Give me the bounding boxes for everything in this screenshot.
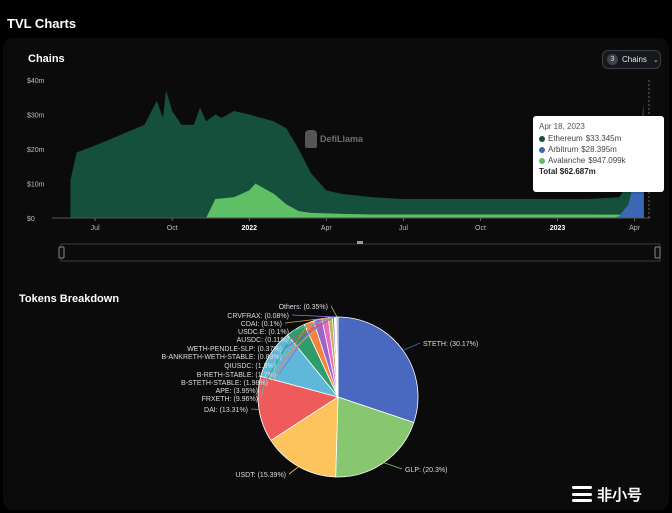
pie-slice-label: GLP: (20.3%) [405, 467, 447, 474]
tooltip-total-label: Total [539, 167, 558, 176]
pie-slice-label: FRXETH: (9.96%) [202, 396, 258, 403]
tooltip-row: Avalanche $947.099k [539, 156, 658, 165]
watermark-text: DefiLlama [320, 134, 364, 144]
pie-slice-label: B-STETH-STABLE: (1.98%) [181, 380, 268, 387]
x-tick-label: Apr [321, 225, 333, 232]
pie-slice-label: DAI: (13.31%) [204, 407, 248, 414]
tooltip-row: Ethereum $33.345m [539, 134, 658, 143]
pie-slice-label: Others: (0.35%) [279, 304, 328, 311]
defillama-watermark: DefiLlama [305, 130, 363, 148]
legend-dot-icon [539, 157, 545, 164]
pie-slice[interactable] [335, 396, 415, 478]
area-series-arbitrum[interactable] [613, 120, 644, 218]
tokens-pie-chart[interactable]: STETH: (30.17%) GLP: (20.3%) USDT: (15.39%… [162, 304, 479, 479]
x-tick-label: Apr [629, 225, 641, 232]
area-series-ethereum[interactable] [70, 90, 644, 218]
menu-bars-icon [572, 486, 592, 502]
tooltip-series-value: $28.395m [581, 145, 617, 154]
slider-handle-right[interactable] [654, 246, 661, 259]
tooltip-series-value: $33.345m [585, 134, 622, 143]
pie-label-leader [291, 316, 336, 332]
tokens-breakdown-title: Tokens Breakdown [19, 293, 120, 305]
slider-grip[interactable] [357, 241, 363, 244]
site-badge: 非小号 [572, 481, 670, 507]
tooltip-row: Arbitrum $28.395m [539, 145, 658, 154]
tooltip-series-name: Arbitrum [548, 145, 579, 154]
x-tick-label: 2023 [550, 225, 566, 232]
pie-slice-label: CDAI: (0.1%) [241, 321, 282, 328]
pie-slice-label: B-ANKRETH-WETH-STABLE: (0.83%) [162, 354, 282, 361]
chevron-down-icon: ⌄ [652, 56, 659, 64]
chains-area-chart[interactable]: $0 $10m $20m $30m $40m Jul Oct 2022 Apr Jul Oct 202… [27, 78, 650, 232]
x-tick-label: Oct [475, 225, 486, 232]
y-tick-label: $40m [27, 78, 45, 85]
pie-slice[interactable] [257, 375, 339, 442]
x-tick-label: 2022 [241, 225, 257, 232]
pie-slice-label: USDC.E: (0.1%) [238, 329, 289, 336]
y-tick-label: $10m [27, 182, 45, 189]
pie-slice-label: AUSDC: (0.11%) [237, 337, 289, 344]
pie-slice-label: B-RETH-STABLE: (1.7%) [197, 372, 276, 379]
tooltip-series-value: $947.099k [588, 156, 626, 165]
area-series-avalanche[interactable] [206, 183, 644, 219]
pie-label-leader [260, 353, 272, 399]
chains-count-badge: 3 [607, 54, 618, 65]
pie-slice[interactable] [270, 396, 339, 478]
pie-label-leader [291, 314, 337, 318]
legend-dot-icon [539, 135, 545, 142]
pie-slice-label: USDT: (15.39%) [235, 472, 286, 479]
pie-slice-label: STETH: (30.17%) [423, 341, 478, 348]
y-tick-label: $30m [27, 113, 45, 120]
tooltip-total-value: $62.687m [559, 167, 596, 176]
pie-slice-label: CRVFRAX: (0.08%) [227, 313, 289, 320]
pie-label-leader [260, 328, 296, 391]
chart-tooltip: Apr 18, 2023 Ethereum $33.345m Arbitrum $28… [533, 116, 664, 192]
y-tick-label: $20m [27, 147, 45, 154]
x-tick-label: Oct [167, 225, 178, 232]
chains-select[interactable]: 3 Chains ⌄ [602, 50, 661, 69]
pie-slice[interactable] [337, 316, 419, 424]
pie-slice-label: QIUSDC: (1.3%) [224, 363, 276, 370]
tooltip-date: Apr 18, 2023 [539, 122, 585, 131]
site-badge-text: 非小号 [597, 486, 643, 504]
pie-slice-label: WETH-PENDLE-SLP: (0.37%) [187, 346, 282, 353]
chains-chart-title: Chains [28, 53, 65, 65]
slider-handle-left[interactable] [58, 246, 65, 259]
pie-slice-label: APE: (3.95%) [216, 388, 258, 395]
pie-label-leader [330, 305, 338, 318]
range-slider[interactable] [58, 241, 661, 262]
tooltip-series-name: Avalanche [548, 156, 586, 165]
pie-label-leader [402, 342, 421, 351]
pie-label-leader [284, 316, 336, 324]
x-tick-label: Jul [399, 225, 408, 232]
tooltip-series-name: Ethereum [548, 134, 583, 143]
chains-select-label: Chains [622, 55, 647, 64]
x-tick-label: Jul [91, 225, 100, 232]
legend-dot-icon [539, 146, 545, 153]
pie-label-leader [383, 462, 403, 470]
pie-label-leader [291, 316, 335, 340]
tooltip-total: Total $62.687m [539, 167, 658, 176]
slider-track[interactable] [60, 243, 661, 262]
y-tick-label: $0 [27, 216, 35, 223]
llama-logo-icon [305, 130, 317, 148]
page-title: TVL Charts [7, 16, 77, 31]
pie-label-leader [288, 466, 299, 475]
